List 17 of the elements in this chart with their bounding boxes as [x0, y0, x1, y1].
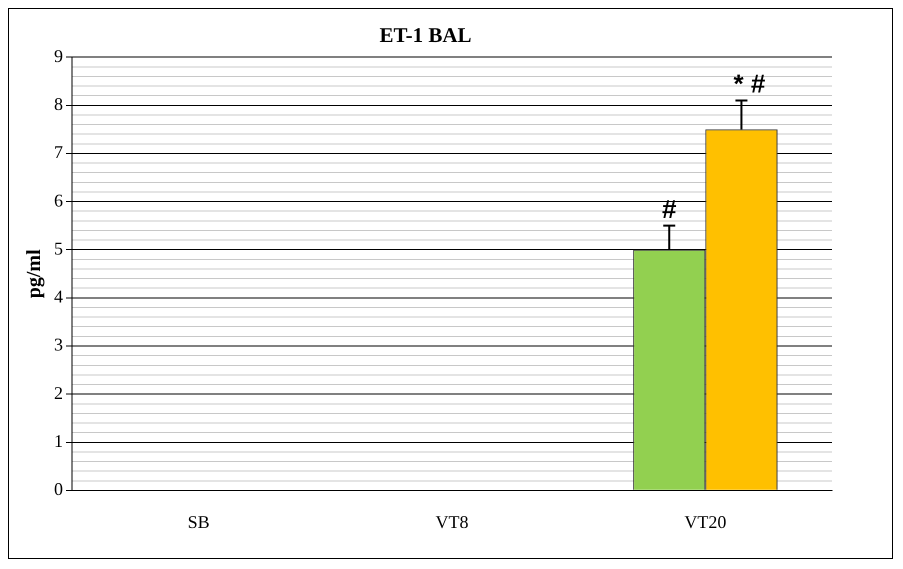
- y-tick-label: 6: [54, 190, 63, 210]
- y-axis-title: pg/ml: [23, 248, 46, 298]
- y-tick-label: 4: [54, 286, 63, 307]
- x-tick-label: SB: [188, 512, 210, 532]
- y-tick-label: 8: [54, 94, 63, 114]
- x-tick-label: VT20: [684, 512, 726, 532]
- y-tick-label: 7: [54, 142, 63, 162]
- chart-title: ET-1 BAL: [379, 23, 472, 48]
- annotation: #: [662, 194, 677, 224]
- y-tick-label: 3: [54, 334, 63, 355]
- x-tick-label: VT8: [436, 512, 468, 532]
- y-tick-label: 5: [54, 238, 63, 258]
- y-tick-label: 2: [54, 382, 63, 403]
- y-tick-label: 0: [54, 479, 63, 500]
- y-tick-label: 9: [54, 46, 63, 66]
- annotation: * #: [734, 68, 766, 99]
- y-tick-label: 1: [54, 431, 63, 451]
